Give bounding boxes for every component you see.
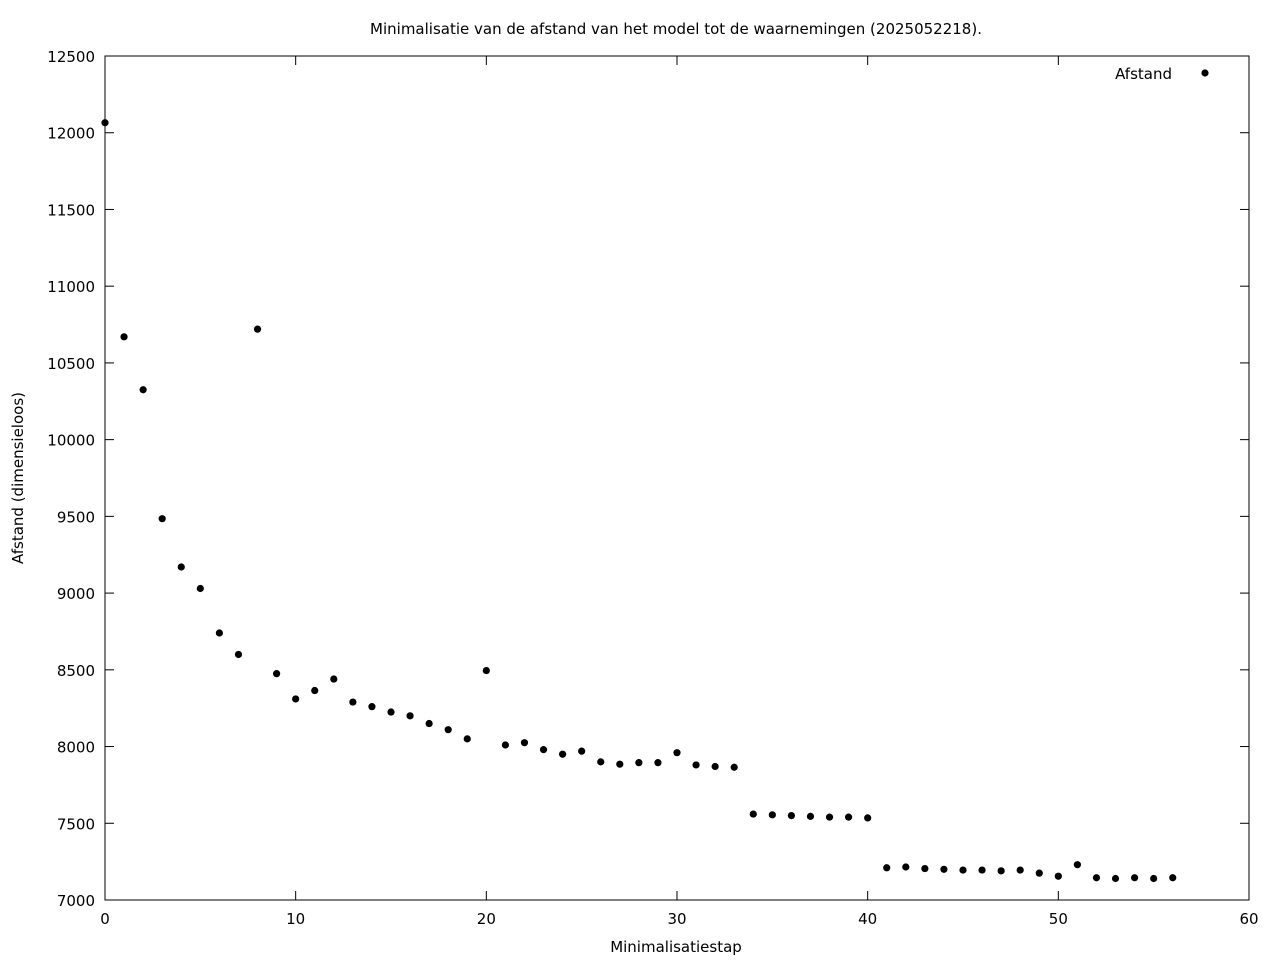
- data-point: [520, 739, 529, 747]
- data-point: [292, 695, 300, 703]
- data-point: [311, 686, 319, 695]
- x-tick-label: 10: [286, 910, 305, 928]
- data-point: [406, 712, 414, 720]
- data-point: [120, 333, 128, 341]
- data-point: [616, 760, 624, 768]
- data-point: [1054, 872, 1062, 880]
- y-tick-label: 7500: [57, 815, 95, 833]
- data-point: [139, 386, 147, 394]
- x-axis-label: Minimalisatiestap: [610, 938, 742, 956]
- data-point: [196, 584, 204, 593]
- y-tick-label: 12500: [47, 48, 95, 66]
- data-point: [330, 675, 338, 683]
- y-axis: 7000 7500 8000 8500 9000 9500 10000 10500 11000 1…: [47, 48, 1249, 910]
- data-point: [387, 708, 395, 716]
- data-point: [883, 864, 891, 872]
- data-point: [444, 726, 452, 734]
- data-point: [597, 758, 605, 766]
- data-point: [177, 563, 185, 571]
- data-point: [539, 746, 548, 754]
- data-point: [787, 812, 796, 820]
- y-tick-label: 9000: [57, 585, 95, 603]
- data-point: [158, 515, 166, 523]
- x-tick-label: 20: [477, 910, 496, 928]
- data-point: [215, 629, 223, 637]
- data-point: [1073, 861, 1081, 869]
- x-tick-label: 40: [858, 910, 877, 928]
- data-point: [273, 670, 281, 678]
- data-point: [749, 810, 757, 818]
- x-tick-label: 0: [100, 910, 110, 928]
- data-point: [768, 811, 776, 819]
- y-tick-label: 8500: [57, 662, 95, 680]
- data-point: [578, 747, 586, 755]
- data-point: [368, 703, 376, 711]
- data-point: [711, 762, 719, 771]
- data-point: [253, 325, 262, 333]
- x-tick-label: 30: [667, 910, 686, 928]
- y-tick-label: 7000: [57, 892, 95, 910]
- plot-area: [104, 55, 1250, 901]
- y-tick-label: 12000: [47, 125, 95, 143]
- y-tick-label: 11500: [47, 201, 95, 219]
- data-point: [101, 119, 109, 127]
- data-point: [902, 863, 910, 871]
- data-point: [1092, 874, 1101, 882]
- legend: Afstand: [1115, 65, 1209, 83]
- data-point: [825, 813, 834, 821]
- chart-title: Minimalisatie van de afstand van het mod…: [370, 20, 982, 38]
- y-tick-label: 10000: [47, 432, 95, 450]
- y-axis-label: Afstand (dimensieloos): [9, 392, 27, 564]
- data-point: [1016, 866, 1024, 874]
- data-point: [806, 812, 815, 820]
- data-point: [921, 864, 929, 873]
- x-tick-label: 60: [1239, 910, 1258, 928]
- data-point: [673, 749, 681, 757]
- data-point: [482, 666, 490, 675]
- data-point: [959, 866, 967, 874]
- data-point: [463, 735, 471, 743]
- data-point: [845, 813, 853, 821]
- data-point: [978, 866, 986, 874]
- data-point: [425, 719, 433, 728]
- data-point: [997, 867, 1005, 875]
- data-point: [1111, 874, 1120, 883]
- legend-marker: [1201, 69, 1209, 77]
- data-point: [692, 761, 700, 769]
- x-axis: 0 10 20 30 40 50 60: [100, 56, 1259, 928]
- y-tick-label: 9500: [57, 508, 95, 526]
- data-point: [349, 698, 357, 706]
- data-point: [730, 763, 738, 771]
- data-point: [1035, 869, 1043, 877]
- data-point: [940, 865, 948, 873]
- data-point: [234, 650, 243, 659]
- data-point: [654, 759, 662, 767]
- y-tick-label: 11000: [47, 278, 95, 296]
- legend-label: Afstand: [1115, 65, 1172, 83]
- data-point: [501, 741, 509, 749]
- data-point: [559, 750, 567, 758]
- x-tick-label: 50: [1049, 910, 1068, 928]
- y-tick-label: 8000: [57, 739, 95, 757]
- data-point: [635, 759, 643, 767]
- data-point: [864, 814, 872, 822]
- data-points: [101, 119, 1177, 883]
- y-tick-label: 10500: [47, 355, 95, 373]
- data-point: [1150, 874, 1158, 883]
- data-point: [1131, 874, 1139, 882]
- data-point: [1169, 874, 1177, 882]
